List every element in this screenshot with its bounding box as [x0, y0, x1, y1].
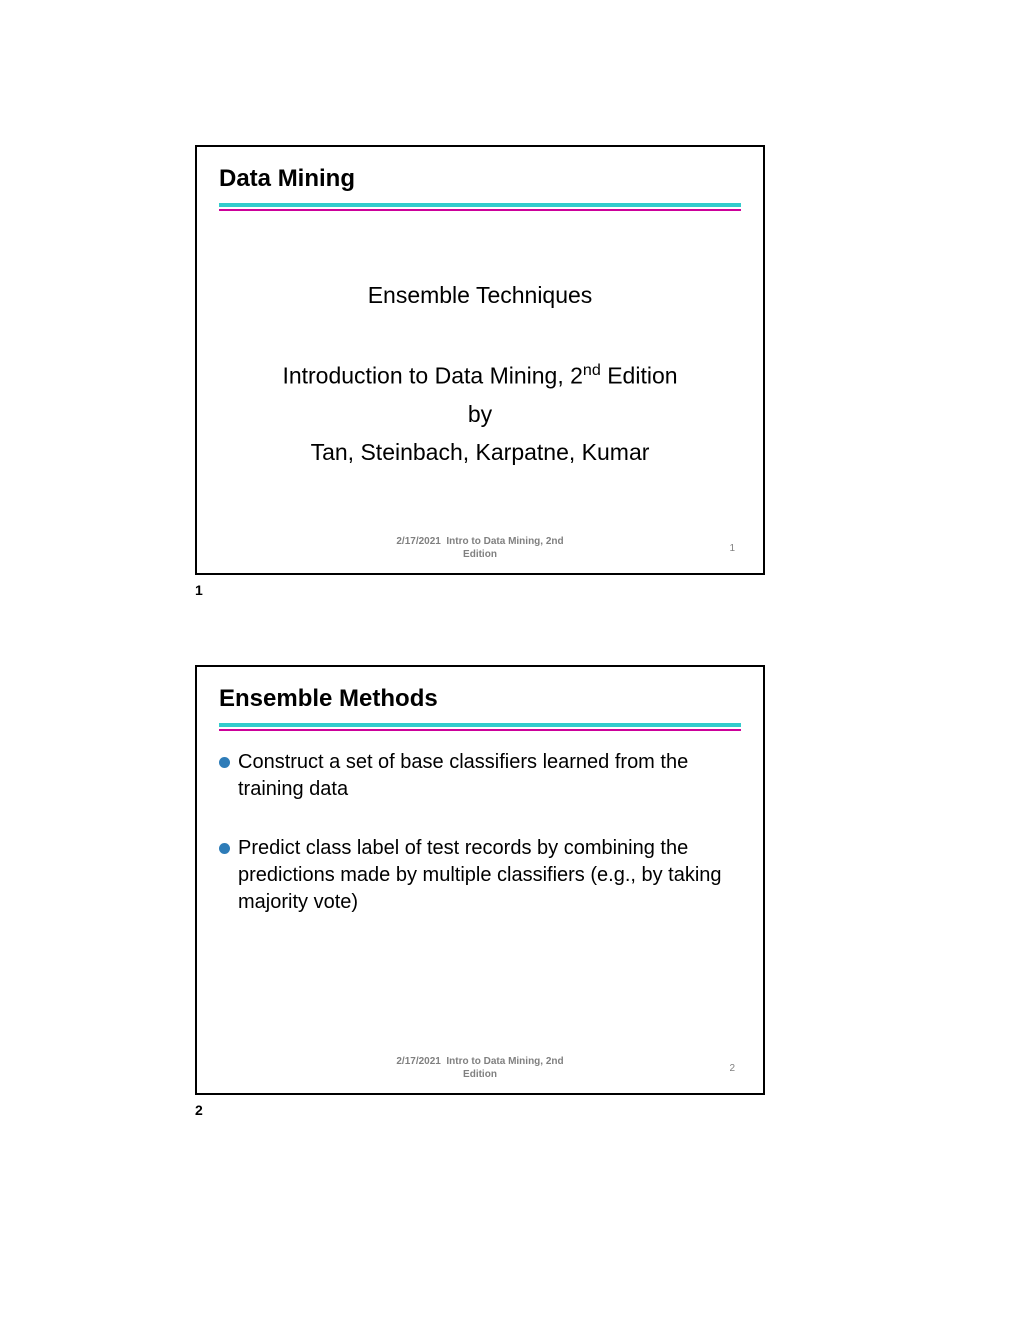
- subtitle-book-sup: nd: [583, 361, 601, 379]
- slide-1-footer: 2/17/2021 Intro to Data Mining, 2ndEditi…: [197, 535, 763, 561]
- divider-cyan: [219, 723, 741, 727]
- subtitle-ensemble: Ensemble Techniques: [219, 279, 741, 311]
- slide-1: Data Mining Ensemble Techniques Introduc…: [195, 145, 765, 575]
- bullet-item-2: Predict class label of test records by c…: [219, 835, 741, 916]
- divider-magenta: [219, 209, 741, 211]
- slide-2: Ensemble Methods Construct a set of base…: [195, 665, 765, 1095]
- footer-page-number: 1: [729, 543, 735, 554]
- slide-1-body: Ensemble Techniques Introduction to Data…: [197, 279, 763, 468]
- bullet-item-1: Construct a set of base classifiers lear…: [219, 749, 741, 803]
- divider: [197, 723, 763, 731]
- footer-text: 2/17/2021 Intro to Data Mining, 2ndEditi…: [396, 535, 563, 561]
- slide-1-title: Data Mining: [197, 147, 763, 193]
- bullet-1-text: Construct a set of base classifiers lear…: [238, 749, 741, 803]
- slide-2-footer: 2/17/2021 Intro to Data Mining, 2ndEditi…: [197, 1055, 763, 1081]
- divider-cyan: [219, 203, 741, 207]
- slide-number-1: 1: [195, 582, 203, 598]
- divider-magenta: [219, 729, 741, 731]
- footer-text: 2/17/2021 Intro to Data Mining, 2ndEditi…: [396, 1055, 563, 1081]
- bullet-2-text: Predict class label of test records by c…: [238, 835, 741, 916]
- subtitle-by: by: [219, 398, 741, 430]
- subtitle-book-suffix: Edition: [601, 363, 678, 389]
- subtitle-authors: Tan, Steinbach, Karpatne, Kumar: [219, 436, 741, 468]
- subtitle-book-prefix: Introduction to Data Mining, 2: [282, 363, 582, 389]
- bullet-dot-icon: [219, 843, 230, 854]
- bullet-dot-icon: [219, 757, 230, 768]
- divider: [197, 203, 763, 211]
- slide-number-2: 2: [195, 1102, 203, 1118]
- footer-page-number: 2: [729, 1063, 735, 1074]
- subtitle-book: Introduction to Data Mining, 2nd Edition: [219, 359, 741, 392]
- slide-2-title: Ensemble Methods: [197, 667, 763, 713]
- slide-2-body: Construct a set of base classifiers lear…: [197, 749, 763, 916]
